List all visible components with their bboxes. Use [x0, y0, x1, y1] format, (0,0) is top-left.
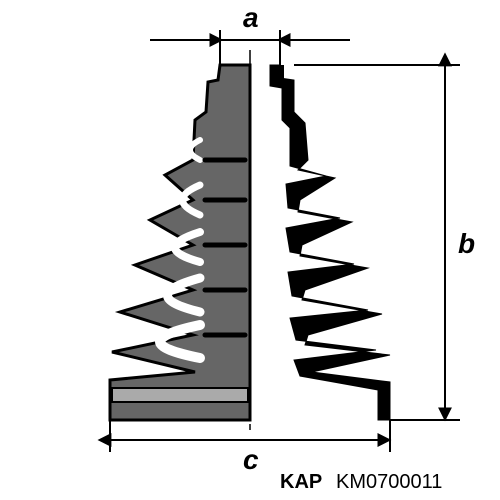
brand-text: KAP — [280, 471, 322, 494]
diagram-container: a b c KAP KM0700011 — [0, 0, 500, 500]
technical-drawing — [0, 0, 500, 500]
dim-label-a: a — [243, 2, 259, 34]
part-number: KM0700011 — [336, 471, 442, 494]
boot-right-section — [270, 65, 390, 420]
dim-label-c: c — [243, 444, 259, 476]
dim-label-b: b — [458, 228, 475, 260]
boot-left-render — [110, 65, 250, 420]
